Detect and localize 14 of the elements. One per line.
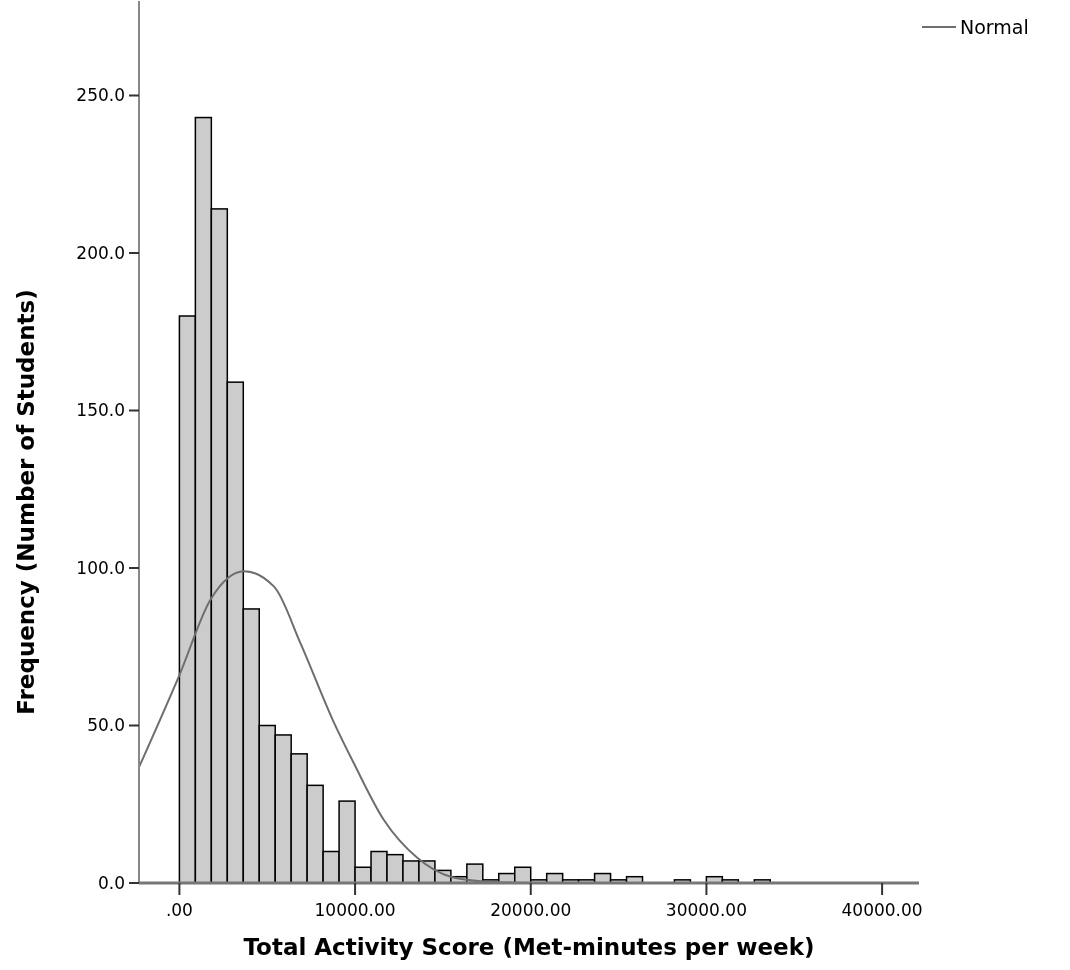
y-axis-title: Frequency (Number of Students) [13,289,39,715]
x-axis-title: Total Activity Score (Met-minutes per week) [243,934,815,960]
y-tick-label: 250.0 [76,85,125,106]
x-tick-label: 20000.00 [490,900,572,920]
y-tick-label: 150.0 [76,400,125,421]
x-tick-label: 40000.00 [841,900,923,920]
y-tick-label: 100.0 [76,557,125,578]
y-tick-label: 0.0 [97,872,125,893]
legend-label: Normal [960,15,1029,38]
x-tick-label: .00 [165,900,193,920]
x-tick-label: 30000.00 [665,900,747,920]
y-tick-label: 50.0 [87,715,125,736]
x-tick-label: 10000.00 [314,900,396,920]
y-tick-label: 200.0 [76,242,125,263]
